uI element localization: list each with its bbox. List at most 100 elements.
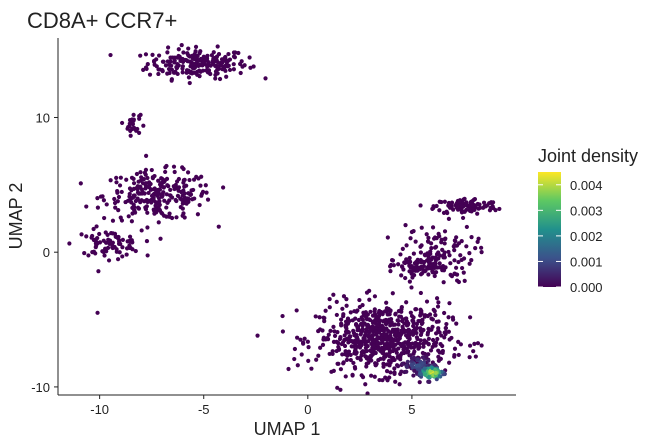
cell-point (421, 263, 426, 269)
cell-point (127, 191, 132, 197)
cell-point (452, 258, 457, 263)
cell-point (187, 80, 192, 86)
cell-point (299, 352, 304, 357)
cell-point (386, 329, 392, 334)
legend-colorbar (538, 172, 561, 287)
cell-point (344, 357, 350, 362)
cell-point (433, 313, 438, 318)
y-tick-label: -10 (31, 380, 50, 395)
cell-point (464, 202, 469, 208)
cell-point (420, 259, 425, 264)
cell-point (350, 372, 355, 377)
cell-point (447, 253, 452, 258)
cell-point (334, 299, 339, 305)
legend-ticks: 0.000 0.001 0.002 0.003 0.004 (538, 178, 603, 295)
cell-point (456, 339, 461, 344)
cell-point (491, 200, 496, 205)
cell-point (344, 324, 349, 329)
cell-point (309, 366, 314, 371)
cell-point (148, 199, 154, 204)
cell-point (452, 271, 458, 277)
cell-point (402, 260, 408, 266)
cell-point (147, 72, 153, 77)
cell-point (167, 214, 172, 219)
cell-point (181, 50, 186, 55)
cell-point (182, 191, 187, 196)
legend-tick-label: 0.000 (570, 280, 603, 295)
cell-point (327, 351, 332, 357)
cell-point (393, 312, 398, 317)
cell-point (280, 313, 285, 319)
cell-point (392, 370, 397, 375)
legend-tick-label: 0.001 (570, 254, 603, 269)
cell-point (361, 310, 366, 315)
cell-point (222, 64, 227, 69)
cell-point (328, 328, 333, 333)
cell-point (124, 252, 129, 257)
cell-point (176, 176, 182, 182)
cell-point (396, 322, 401, 327)
cell-point (144, 153, 149, 159)
cell-point (164, 205, 169, 210)
cell-point (342, 333, 347, 338)
cell-point (384, 337, 389, 342)
cell-point (338, 387, 343, 392)
cell-point (97, 231, 102, 237)
cell-point (396, 337, 401, 342)
cell-point (120, 245, 125, 250)
cell-point (321, 315, 326, 320)
legend-tick-label: 0.003 (570, 203, 603, 218)
cell-point (119, 189, 124, 195)
cell-point (209, 53, 214, 58)
cell-point (114, 175, 119, 180)
cell-point (320, 342, 326, 347)
cell-point (198, 183, 203, 188)
cell-point (441, 280, 446, 285)
cell-point (452, 243, 457, 248)
cell-point (130, 240, 135, 245)
cell-point (438, 341, 443, 347)
cell-point (137, 114, 142, 119)
cell-point (377, 377, 382, 383)
cell-point (343, 319, 349, 324)
cell-point (368, 353, 373, 358)
x-tick-label: -5 (198, 402, 210, 417)
cell-point (119, 218, 125, 223)
cell-point (143, 52, 149, 57)
cell-point (344, 297, 349, 302)
cell-point (341, 294, 347, 299)
cell-point (164, 176, 170, 181)
cell-point (117, 239, 122, 244)
cell-point (442, 310, 447, 316)
cell-point (152, 173, 157, 179)
cell-point (405, 335, 410, 340)
cell-point (384, 377, 390, 382)
cell-point (364, 290, 370, 295)
cell-point (423, 268, 428, 273)
cell-point (144, 66, 149, 71)
cell-point (86, 253, 91, 258)
cell-point (135, 184, 140, 189)
cell-point (365, 355, 370, 360)
cell-point (166, 66, 172, 72)
cell-point (141, 123, 146, 128)
cell-point (163, 63, 169, 68)
cell-point (138, 53, 143, 58)
cell-point (352, 338, 357, 343)
cell-point (186, 46, 191, 51)
cell-point (424, 232, 429, 237)
cell-point (156, 201, 161, 206)
cell-point (116, 208, 121, 213)
cell-point (435, 336, 440, 342)
cell-point (457, 199, 462, 204)
cell-point (156, 220, 161, 225)
cell-point (365, 344, 370, 349)
cell-point (141, 67, 146, 72)
cell-point (78, 181, 83, 186)
cell-point (335, 330, 340, 335)
cell-point (473, 245, 478, 251)
cell-point (165, 183, 170, 188)
cell-point (168, 187, 173, 193)
cell-point (432, 273, 437, 279)
